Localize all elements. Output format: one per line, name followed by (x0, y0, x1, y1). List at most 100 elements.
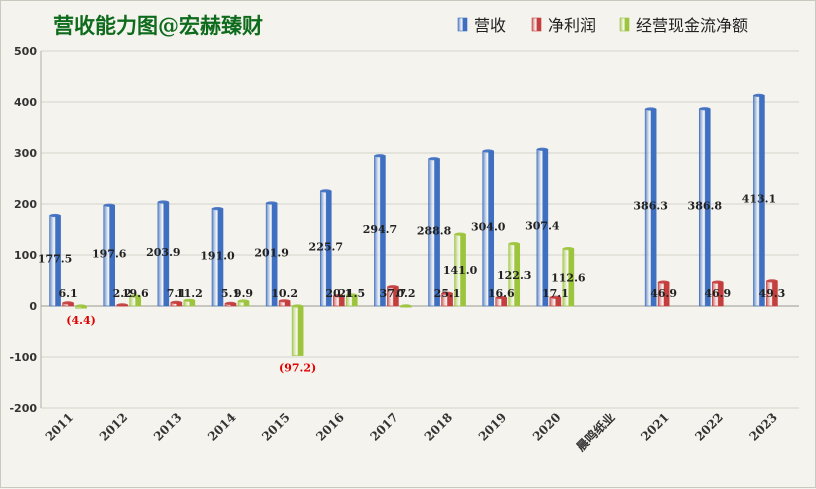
data-label: 20.1 (325, 287, 352, 300)
legend: 营收 净利润 经营现金流净额 (457, 16, 748, 35)
bar-cap (212, 206, 223, 211)
bar-cap (292, 304, 304, 308)
bar-cap (62, 301, 74, 305)
bar-cap (387, 285, 399, 289)
bar-cap (183, 298, 195, 302)
y-tick-label: 500 (14, 45, 37, 58)
bar-cap (495, 295, 507, 300)
x-tick-label: 2014 (205, 410, 239, 444)
bar-cap (536, 147, 548, 151)
bar-cap (454, 232, 466, 236)
bar-cap (766, 279, 778, 283)
bar-cap (238, 299, 249, 303)
x-tick-label: 2015 (259, 410, 293, 444)
data-label: 21.5 (338, 287, 365, 300)
data-label: 122.3 (497, 269, 531, 282)
data-label: 203.9 (146, 246, 180, 259)
y-tick-label: 0 (29, 300, 37, 313)
bar-cap (562, 246, 574, 251)
x-tick-label: 晨鸣纸业 (573, 410, 618, 455)
x-tick-label: 2023 (747, 410, 781, 444)
bar-cap (129, 294, 141, 298)
y-tick-label: 300 (14, 147, 37, 160)
data-label: 17.1 (542, 287, 569, 300)
y-tick-label: 400 (14, 96, 37, 109)
data-label: 2.2 (113, 287, 132, 300)
data-label: 46.9 (704, 287, 731, 300)
bar-cap (266, 201, 278, 205)
legend-label: 净利润 (548, 16, 596, 35)
bar-经营现金流净额-2015 (291, 305, 304, 356)
y-tick-label: -100 (9, 351, 37, 364)
bar-cap (333, 294, 345, 298)
y-tick-label: 200 (14, 198, 37, 211)
x-tick-label: 2018 (422, 410, 456, 444)
bar-cap (482, 149, 494, 153)
data-label: 307.4 (525, 220, 560, 233)
data-label: 7.1 (167, 287, 186, 300)
x-tick-label: 2011 (43, 410, 77, 444)
data-label: (4.4) (66, 314, 96, 327)
data-label: 46.9 (650, 287, 677, 300)
bar-cap (346, 293, 358, 297)
data-label: 294.7 (363, 223, 397, 236)
legend-swatch (619, 17, 630, 32)
data-label: 112.6 (551, 271, 586, 284)
data-label: 191.0 (200, 249, 235, 262)
data-label: (97.2) (279, 362, 316, 375)
bar-cap (699, 107, 711, 111)
data-label: 5.1 (221, 287, 240, 300)
bars (49, 93, 778, 356)
bar-cap (49, 213, 61, 218)
bar-cap (658, 280, 670, 284)
bar-cap (400, 304, 412, 308)
data-label: 141.0 (443, 264, 478, 277)
bar-cap (225, 301, 236, 305)
bar-cap (170, 300, 182, 304)
bar-cap (157, 200, 169, 204)
bar-cap (753, 93, 765, 97)
x-axis-ticks: 2011 2012 2013 2014 2015 2016 2017 2018 2019 2020… (43, 410, 780, 455)
legend-swatch (531, 17, 542, 32)
data-label: 9.9 (234, 287, 253, 300)
legend-label: 营收 (474, 16, 506, 35)
legend-label: 经营现金流净额 (636, 16, 748, 35)
bar-cap (320, 189, 332, 193)
data-label: 19.6 (122, 287, 149, 300)
bar-cap (508, 242, 520, 246)
data-label: 10.2 (271, 287, 298, 300)
data-label: 0.2 (396, 287, 415, 300)
bar-cap (103, 203, 115, 207)
data-label: 225.7 (309, 240, 343, 253)
data-label: 11.2 (176, 287, 203, 300)
x-tick-label: 2020 (530, 410, 564, 444)
data-label: 6.1 (59, 287, 78, 300)
y-tick-label: 100 (14, 249, 37, 262)
data-label: 386.3 (633, 199, 667, 212)
bar-cap (374, 154, 386, 158)
y-axis-ticks: -200 -100 0 100 200 300 400 500 (9, 45, 37, 415)
legend-swatch (457, 17, 468, 32)
data-label: 288.8 (417, 224, 452, 237)
x-tick-label: 2016 (313, 410, 347, 444)
y-tick-label: -200 (9, 402, 37, 415)
data-label: 37.7 (380, 287, 407, 300)
data-label: 413.1 (742, 193, 776, 206)
data-label: 197.6 (92, 248, 127, 261)
data-label: 16.6 (488, 287, 515, 300)
bar-cap (279, 299, 291, 303)
x-tick-label: 2012 (97, 410, 131, 444)
bar-cap (441, 291, 453, 295)
bar-cap (645, 107, 657, 111)
bar-cap (116, 303, 128, 307)
data-label: 386.8 (688, 199, 723, 212)
data-label: 25.1 (434, 287, 461, 300)
x-tick-label: 2017 (368, 410, 402, 444)
data-label: 304.0 (471, 220, 506, 233)
bar-cap (428, 157, 440, 161)
data-label: 49.3 (759, 287, 786, 300)
data-label: 177.5 (38, 253, 72, 266)
bar-cap (75, 304, 87, 308)
